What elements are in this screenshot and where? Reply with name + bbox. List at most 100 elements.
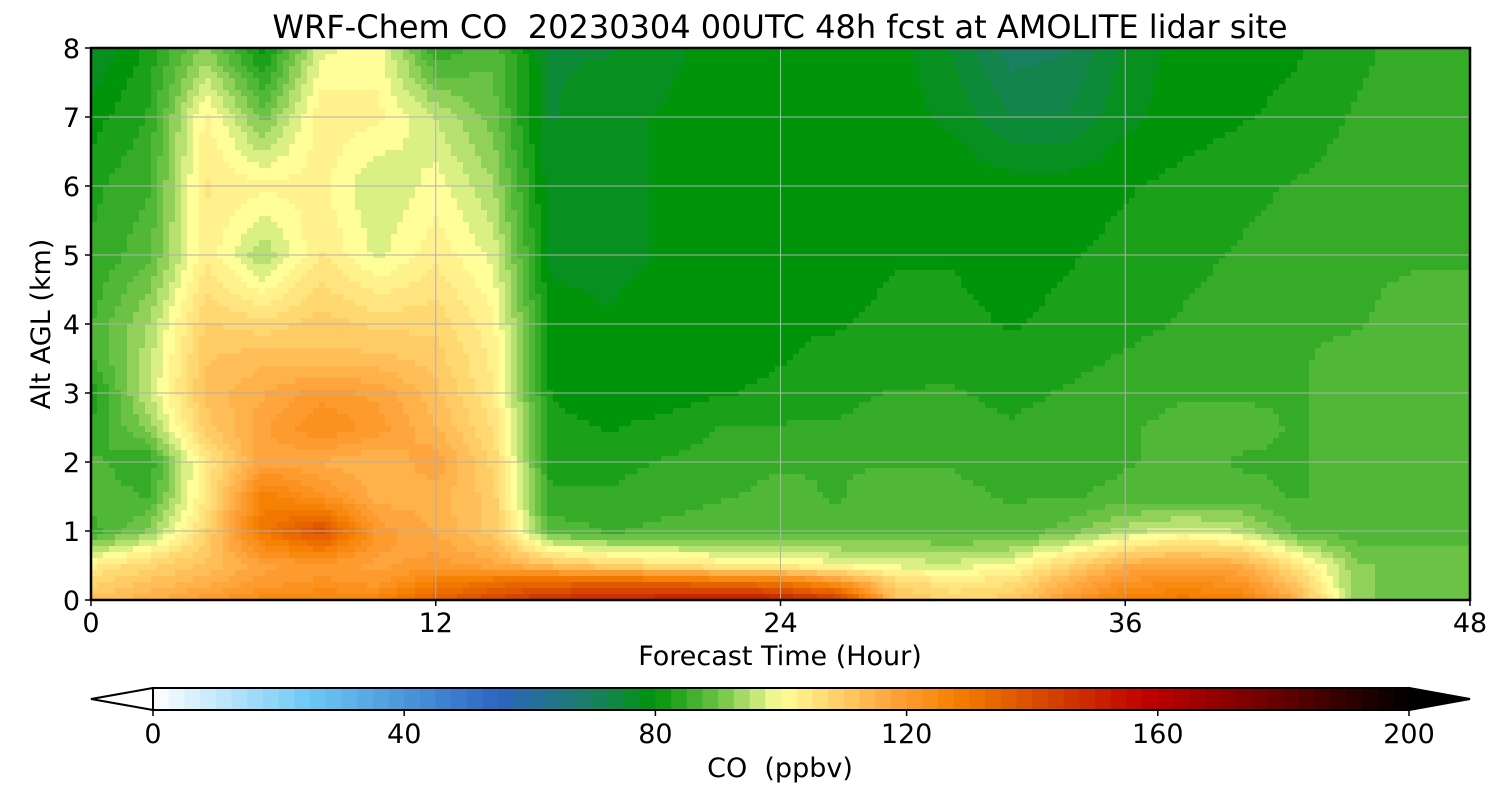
heatmap-cell: [757, 126, 764, 133]
heatmap-cell: [205, 60, 212, 67]
heatmap-cell: [283, 138, 290, 145]
heatmap-cell: [235, 54, 242, 61]
heatmap-cell: [883, 102, 890, 109]
heatmap-cell: [121, 96, 128, 103]
heatmap-cell: [775, 150, 782, 157]
heatmap-cell: [325, 102, 332, 109]
heatmap-cell: [1297, 102, 1304, 109]
heatmap-cell: [1093, 132, 1100, 139]
heatmap-cell: [1375, 126, 1382, 133]
heatmap-cell: [595, 168, 602, 175]
heatmap-cell: [1465, 66, 1470, 73]
heatmap-cell: [193, 138, 200, 145]
heatmap-cell: [1165, 90, 1172, 97]
heatmap-cell: [1009, 132, 1016, 139]
heatmap-cell: [1411, 84, 1418, 91]
heatmap-cell: [697, 162, 704, 169]
heatmap-cell: [145, 102, 152, 109]
heatmap-cell: [103, 138, 110, 145]
heatmap-cell: [1375, 162, 1382, 169]
heatmap-cell: [1417, 132, 1424, 139]
heatmap-cell: [631, 66, 638, 73]
heatmap-cell: [721, 72, 728, 79]
heatmap-cell: [217, 54, 224, 61]
heatmap-cell: [373, 78, 380, 85]
heatmap-cell: [871, 78, 878, 85]
heatmap-cell: [817, 132, 824, 139]
heatmap-cell: [457, 174, 464, 181]
heatmap-cell: [457, 84, 464, 91]
heatmap-cell: [577, 126, 584, 133]
heatmap-cell: [1279, 168, 1286, 175]
heatmap-cell: [937, 126, 944, 133]
heatmap-cell: [757, 90, 764, 97]
heatmap-cell: [835, 102, 842, 109]
heatmap-cell: [1057, 132, 1064, 139]
heatmap-cell: [421, 174, 428, 181]
heatmap-cell: [931, 84, 938, 91]
heatmap-cell: [1273, 60, 1280, 67]
heatmap-cell: [1411, 60, 1418, 67]
heatmap-cell: [835, 60, 842, 67]
heatmap-cell: [685, 132, 692, 139]
heatmap-cell: [247, 48, 254, 55]
heatmap-cell: [919, 60, 926, 67]
heatmap-cell: [877, 54, 884, 61]
heatmap-cell: [433, 96, 440, 103]
heatmap-cell: [475, 72, 482, 79]
heatmap-cell: [841, 126, 848, 133]
heatmap-cell: [619, 48, 626, 55]
heatmap-cell: [739, 90, 746, 97]
heatmap-cell: [181, 138, 188, 145]
heatmap-cell: [1081, 84, 1088, 91]
heatmap-cell: [1417, 144, 1424, 151]
heatmap-cell: [223, 162, 230, 169]
heatmap-cell: [889, 48, 896, 55]
heatmap-cell: [229, 174, 236, 181]
heatmap-cell: [931, 108, 938, 115]
heatmap-cell: [709, 150, 716, 157]
heatmap-cell: [157, 66, 164, 73]
heatmap-cell: [175, 144, 182, 151]
heatmap-cell: [781, 60, 788, 67]
heatmap-cell: [1399, 78, 1406, 85]
heatmap-cell: [1207, 162, 1214, 169]
heatmap-cell: [1429, 84, 1436, 91]
heatmap-cell: [1171, 60, 1178, 67]
heatmap-cell: [937, 162, 944, 169]
heatmap-cell: [553, 162, 560, 169]
heatmap-cell: [1459, 72, 1466, 79]
heatmap-cell: [199, 174, 206, 181]
heatmap-cell: [1327, 96, 1334, 103]
heatmap-cell: [763, 156, 770, 163]
heatmap-cell: [745, 60, 752, 67]
heatmap-cell: [625, 138, 632, 145]
heatmap-cell: [1399, 108, 1406, 115]
heatmap-cell: [1327, 90, 1334, 97]
heatmap-cell: [793, 54, 800, 61]
heatmap-cell: [127, 66, 134, 73]
heatmap-cell: [241, 168, 248, 175]
heatmap-cell: [1171, 120, 1178, 127]
heatmap-cell: [655, 120, 662, 127]
heatmap-cell: [1141, 84, 1148, 91]
heatmap-cell: [121, 54, 128, 61]
heatmap-cell: [1051, 78, 1058, 85]
heatmap-cell: [529, 90, 536, 97]
heatmap-cell: [1399, 120, 1406, 127]
heatmap-cell: [985, 90, 992, 97]
heatmap-cell: [1099, 48, 1106, 55]
heatmap-cell: [307, 108, 314, 115]
heatmap-cell: [217, 174, 224, 181]
heatmap-cell: [301, 126, 308, 133]
heatmap-cell: [409, 60, 416, 67]
heatmap-cell: [211, 54, 218, 61]
heatmap-cell: [1039, 132, 1046, 139]
heatmap-cell: [619, 174, 626, 181]
heatmap-cell: [673, 78, 680, 85]
heatmap-cell: [583, 174, 590, 181]
heatmap-cell: [1363, 138, 1370, 145]
heatmap-cell: [1189, 66, 1196, 73]
heatmap-cell: [649, 102, 656, 109]
heatmap-cell: [181, 66, 188, 73]
